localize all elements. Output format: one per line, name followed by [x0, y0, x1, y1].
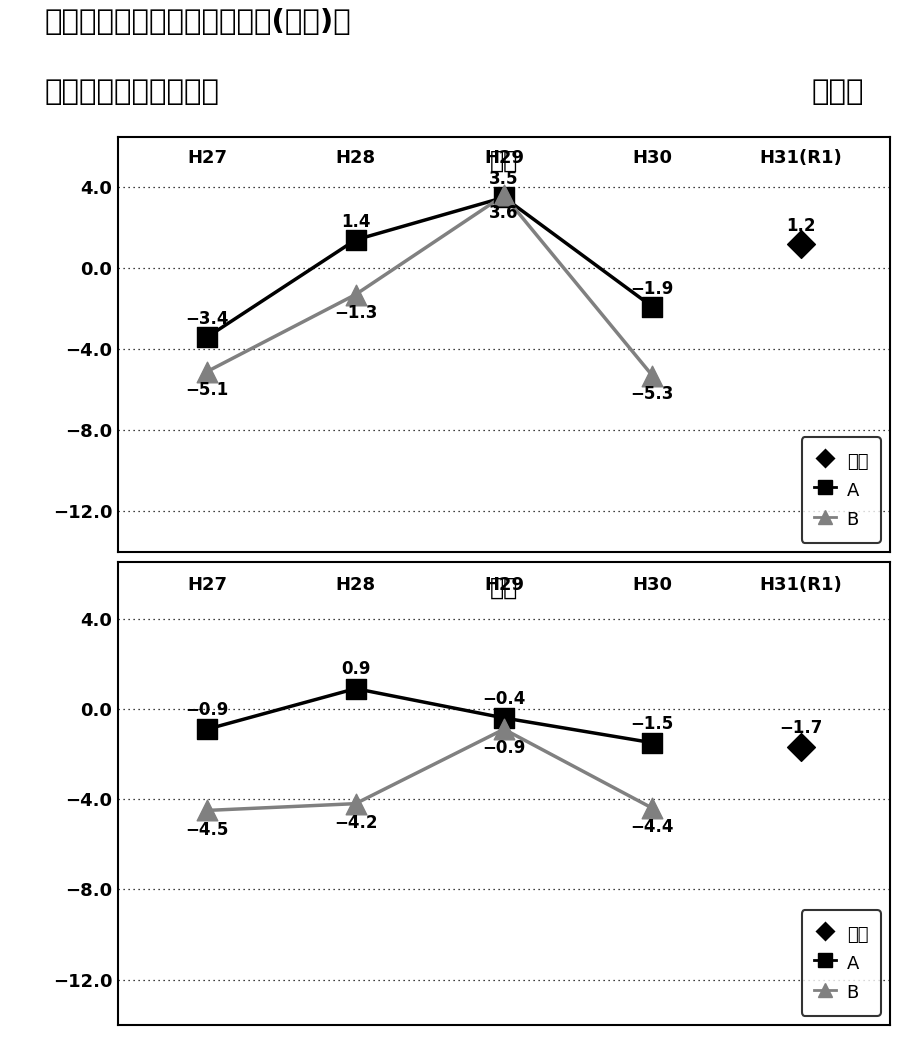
Text: −4.2: −4.2 [334, 813, 377, 831]
Point [497, 189, 511, 206]
Text: 平均正答率の経年変化: 平均正答率の経年変化 [44, 79, 220, 106]
Text: 小学校: 小学校 [811, 79, 864, 106]
Text: H30: H30 [632, 149, 672, 167]
Text: H27: H27 [187, 576, 227, 594]
Text: −4.5: −4.5 [185, 821, 229, 839]
Text: 算数: 算数 [489, 576, 518, 600]
Point [794, 235, 808, 252]
Point [794, 739, 808, 756]
Point [497, 709, 511, 726]
Point [349, 286, 363, 303]
Text: −0.9: −0.9 [482, 739, 526, 758]
Text: −3.4: −3.4 [185, 310, 229, 328]
Point [200, 802, 214, 819]
Point [200, 721, 214, 738]
Text: H28: H28 [335, 576, 376, 594]
Text: 国語: 国語 [489, 149, 518, 173]
Text: −0.4: −0.4 [482, 689, 526, 707]
Text: 0.9: 0.9 [340, 660, 370, 679]
Text: 檜山管内の平均正答率－全国(公立)の: 檜山管内の平均正答率－全国(公立)の [44, 7, 351, 36]
Text: H29: H29 [484, 576, 524, 594]
Text: −4.4: −4.4 [631, 819, 674, 837]
Text: H27: H27 [187, 149, 227, 167]
Legend: 算数, A, B: 算数, A, B [802, 910, 881, 1015]
Text: H28: H28 [335, 149, 376, 167]
Point [497, 187, 511, 204]
Point [349, 796, 363, 812]
Point [200, 364, 214, 380]
Text: 1.2: 1.2 [786, 217, 815, 234]
Point [497, 721, 511, 738]
Text: H29: H29 [484, 149, 524, 167]
Text: −1.7: −1.7 [779, 719, 823, 737]
Text: 3.5: 3.5 [489, 170, 518, 188]
Legend: 国語, A, B: 国語, A, B [802, 437, 881, 542]
Text: H31(R1): H31(R1) [759, 576, 842, 594]
Point [349, 231, 363, 248]
Point [200, 329, 214, 346]
Text: 3.6: 3.6 [489, 205, 518, 223]
Point [645, 735, 659, 751]
Point [645, 367, 659, 384]
Text: −1.9: −1.9 [631, 280, 674, 297]
Text: −1.5: −1.5 [631, 715, 674, 733]
Text: −1.3: −1.3 [334, 304, 377, 322]
Text: 1.4: 1.4 [340, 212, 370, 231]
Text: −5.1: −5.1 [185, 380, 229, 398]
Point [349, 680, 363, 697]
Text: H30: H30 [632, 576, 672, 594]
Point [645, 298, 659, 315]
Text: −0.9: −0.9 [185, 701, 229, 719]
Point [645, 800, 659, 817]
Text: −5.3: −5.3 [631, 385, 674, 403]
Text: H31(R1): H31(R1) [759, 149, 842, 167]
